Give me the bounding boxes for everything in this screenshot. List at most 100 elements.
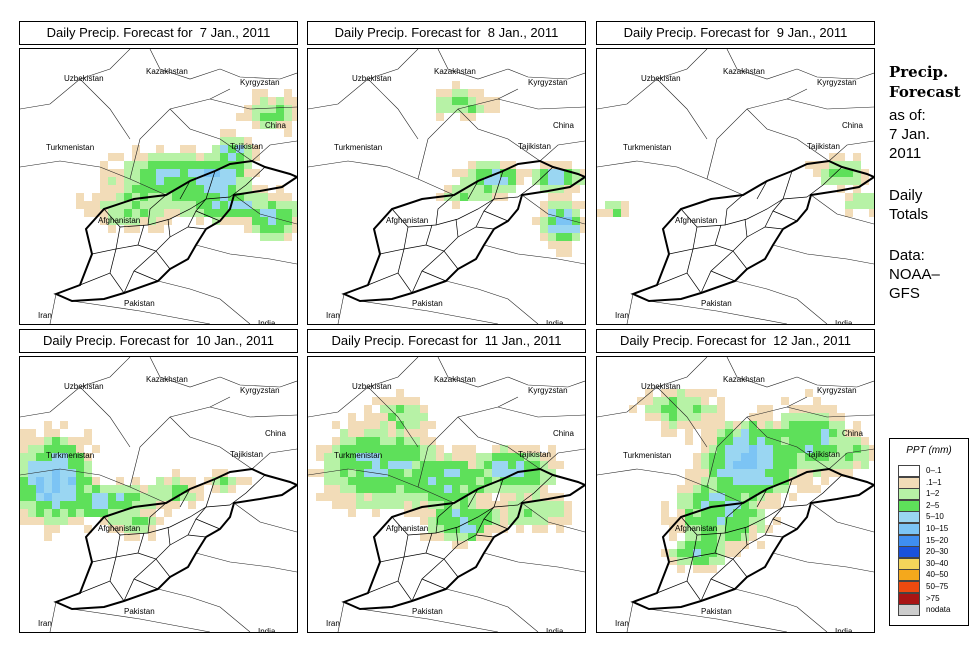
precip-cell	[68, 453, 76, 461]
precip-cell	[677, 485, 685, 493]
precip-cell	[60, 437, 68, 445]
precip-cell	[701, 493, 709, 501]
precip-cell	[757, 445, 765, 453]
precip-cell	[436, 105, 444, 113]
province-border	[656, 580, 702, 602]
precip-cell	[484, 493, 492, 501]
precip-cell	[797, 477, 805, 485]
province-border	[379, 516, 409, 563]
precip-cell	[36, 509, 44, 517]
precip-cell	[124, 517, 132, 525]
precip-cell	[701, 533, 709, 541]
precip-cell	[340, 501, 348, 509]
map-label-kyrgyzstan: Kyrgyzstan	[240, 78, 280, 87]
precip-cell	[813, 461, 821, 469]
precip-cell	[108, 225, 116, 233]
precip-cell	[468, 113, 476, 121]
precip-cell	[276, 97, 284, 105]
precip-cell	[20, 429, 28, 437]
precip-cell	[108, 525, 116, 533]
precip-cell	[284, 129, 292, 137]
precip-cell	[92, 209, 100, 217]
precip-cell	[252, 209, 260, 217]
precip-cell	[580, 201, 585, 209]
precip-cell	[340, 453, 348, 461]
precip-cell	[404, 461, 412, 469]
precip-cell	[100, 509, 108, 517]
precip-cell	[428, 485, 436, 493]
precip-cell	[364, 493, 372, 501]
precip-cell	[693, 421, 701, 429]
precip-cell	[76, 501, 84, 509]
precip-cell	[380, 445, 388, 453]
precip-cell	[36, 477, 44, 485]
map-label-iran: Iran	[615, 619, 629, 628]
precip-cell	[677, 525, 685, 533]
precip-cell	[396, 429, 404, 437]
precip-cell	[452, 97, 460, 105]
precip-cell	[100, 161, 108, 169]
precip-cell	[252, 89, 260, 97]
precip-cell	[172, 485, 180, 493]
precip-cell	[428, 453, 436, 461]
precip-cell	[20, 493, 28, 501]
precip-cell	[709, 501, 717, 509]
precip-cell	[685, 397, 693, 405]
precip-cell	[621, 201, 629, 209]
precip-cell	[845, 469, 853, 477]
province-border	[772, 504, 808, 520]
precip-cell	[44, 509, 52, 517]
map-label-tajikistan: Tajikistan	[518, 142, 551, 151]
precip-cell	[741, 437, 749, 445]
precip-cell	[765, 405, 773, 413]
precip-cell	[236, 137, 244, 145]
precip-cell	[436, 97, 444, 105]
forecast-panel-jan10: Daily Precip. Forecast for 10 Jan., 2011…	[19, 329, 298, 633]
precip-cell	[532, 493, 540, 501]
panel-title: Daily Precip. Forecast for 9 Jan., 2011	[596, 21, 875, 45]
precip-cell	[372, 413, 380, 421]
province-border	[167, 218, 171, 238]
precip-cell	[388, 405, 396, 413]
precip-cell	[212, 153, 220, 161]
map-label-china: China	[842, 121, 863, 130]
precip-cell	[132, 525, 140, 533]
precip-cell	[492, 469, 500, 477]
precip-cell	[460, 469, 468, 477]
precip-cell	[396, 389, 404, 397]
precip-cell	[244, 105, 252, 113]
precip-cell	[476, 193, 484, 201]
precip-cell	[468, 89, 476, 97]
precip-cell	[180, 169, 188, 177]
precip-cell	[116, 193, 124, 201]
precip-cell	[564, 161, 572, 169]
map-label-china: China	[553, 121, 574, 130]
precip-cell	[388, 397, 396, 405]
precip-cell	[156, 517, 164, 525]
precip-cell	[709, 557, 717, 565]
country-border	[507, 68, 585, 80]
sidebar-title-line: Forecast	[889, 83, 961, 101]
precip-cell	[532, 501, 540, 509]
precip-cell	[148, 217, 156, 225]
province-border	[421, 578, 447, 590]
precip-cell	[452, 445, 460, 453]
precip-cell	[28, 509, 36, 517]
province-border	[167, 526, 171, 546]
precip-cell	[348, 501, 356, 509]
map-label-india: India	[546, 627, 564, 633]
precip-cell	[452, 185, 460, 193]
precip-cell	[236, 217, 244, 225]
precip-cell	[140, 209, 148, 217]
precip-cell	[372, 509, 380, 517]
precip-cell	[540, 209, 548, 217]
precip-cell	[829, 469, 837, 477]
precip-cell	[164, 153, 172, 161]
precip-cell	[396, 413, 404, 421]
country-border	[233, 194, 297, 225]
precip-cell	[452, 81, 460, 89]
precip-cell	[372, 445, 380, 453]
precip-cell	[404, 445, 412, 453]
precip-cell	[709, 533, 717, 541]
precip-cell	[284, 105, 292, 113]
